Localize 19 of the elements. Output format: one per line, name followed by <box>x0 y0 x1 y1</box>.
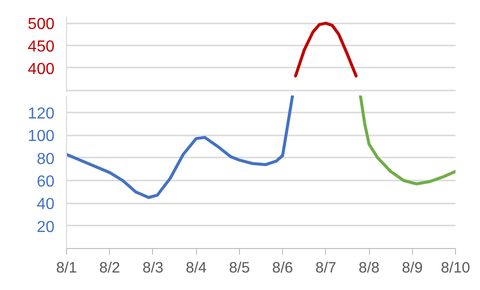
y-tick-label: 20 <box>36 218 55 236</box>
y-tick-label: 60 <box>36 174 55 190</box>
x-tick-label: 8/4 <box>186 260 207 276</box>
x-tick-label: 8/6 <box>272 260 294 276</box>
y-tick-label: 120 <box>28 106 55 122</box>
x-tick-label: 8/10 <box>440 260 470 276</box>
y-tick-label: 100 <box>28 128 55 146</box>
y-tick-label: 40 <box>36 196 55 214</box>
y-tick-label: 80 <box>36 150 55 168</box>
x-tick-label: 8/5 <box>228 260 250 276</box>
y-tick-label: 500 <box>28 16 55 34</box>
x-tick-label: 8/9 <box>402 260 423 276</box>
x-tick-label: 8/8 <box>358 260 380 276</box>
x-tick-label: 8/2 <box>99 260 120 276</box>
y-tick-label: 400 <box>28 60 55 78</box>
x-tick-label: 8/7 <box>315 260 336 276</box>
x-tick-label: 8/3 <box>142 260 164 276</box>
y-tick-label: 450 <box>28 38 55 56</box>
x-tick-label: 8/1 <box>56 260 77 276</box>
